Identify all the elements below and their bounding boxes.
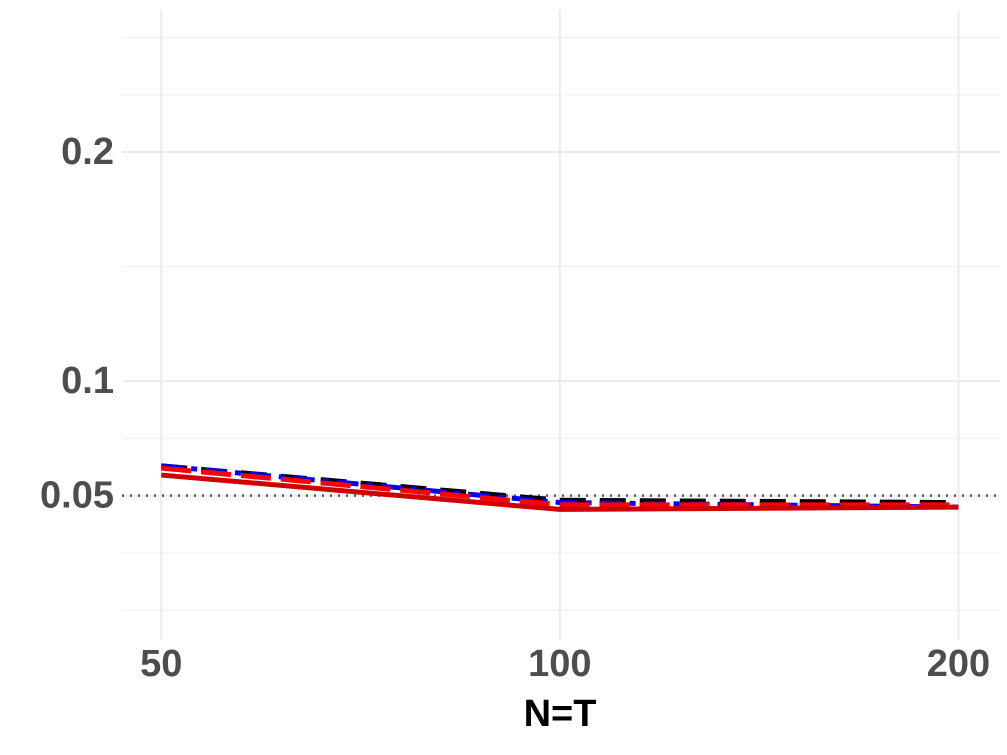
y-tick-label: 0.2 <box>61 131 114 173</box>
series-line <box>161 472 959 512</box>
series-line <box>161 465 959 508</box>
x-tick-label: 50 <box>140 643 182 685</box>
x-tick-label: 200 <box>927 643 990 685</box>
y-tick-label: 0.1 <box>61 360 114 402</box>
y-tick-label: 0.05 <box>40 475 114 517</box>
x-tick-label: 100 <box>528 643 591 685</box>
x-axis-title: N=T <box>524 693 597 735</box>
